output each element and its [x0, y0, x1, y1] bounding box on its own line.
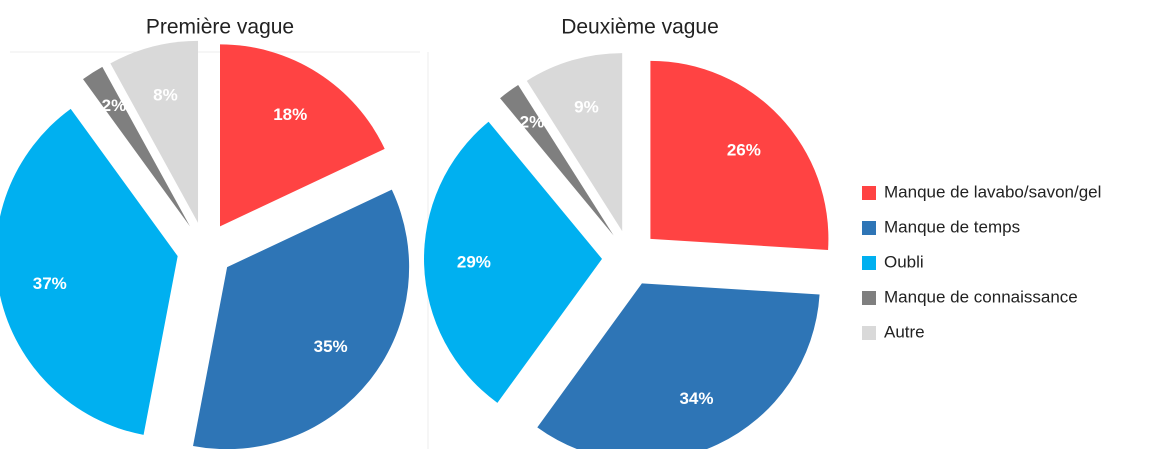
pie-slice	[0, 108, 178, 435]
data-label: 26%	[727, 141, 761, 160]
legend-label: Manque de temps	[884, 217, 1020, 236]
legend-label: Manque de lavabo/savon/gel	[884, 182, 1101, 201]
legend-swatch	[862, 291, 876, 305]
pie-slice	[193, 189, 410, 450]
legend-swatch	[862, 256, 876, 270]
data-label: 35%	[314, 337, 348, 356]
data-label: 34%	[679, 389, 713, 408]
pie-slice	[424, 121, 603, 403]
data-label: 37%	[33, 274, 67, 293]
pie-slice	[83, 66, 190, 227]
data-label: 9%	[574, 98, 599, 117]
chart-title: Première vague	[146, 16, 294, 39]
pie-slice	[220, 44, 385, 227]
data-label: 8%	[153, 85, 178, 104]
legend-swatch	[862, 326, 876, 340]
legend-label: Manque de connaissance	[884, 287, 1078, 306]
pie-slice	[537, 283, 820, 454]
pie-slice	[110, 40, 199, 223]
data-label: 18%	[273, 105, 307, 124]
legend-swatch	[862, 186, 876, 200]
pie-slice	[650, 60, 829, 251]
legend-label: Oubli	[884, 252, 924, 271]
legend-swatch	[862, 221, 876, 235]
data-label: 2%	[520, 113, 545, 132]
pie-slice	[500, 85, 614, 236]
pie-slice	[526, 53, 623, 232]
data-label: 2%	[102, 96, 127, 115]
chart-title: Deuxième vague	[561, 16, 719, 39]
legend-label: Autre	[884, 322, 925, 341]
data-label: 29%	[457, 252, 491, 271]
